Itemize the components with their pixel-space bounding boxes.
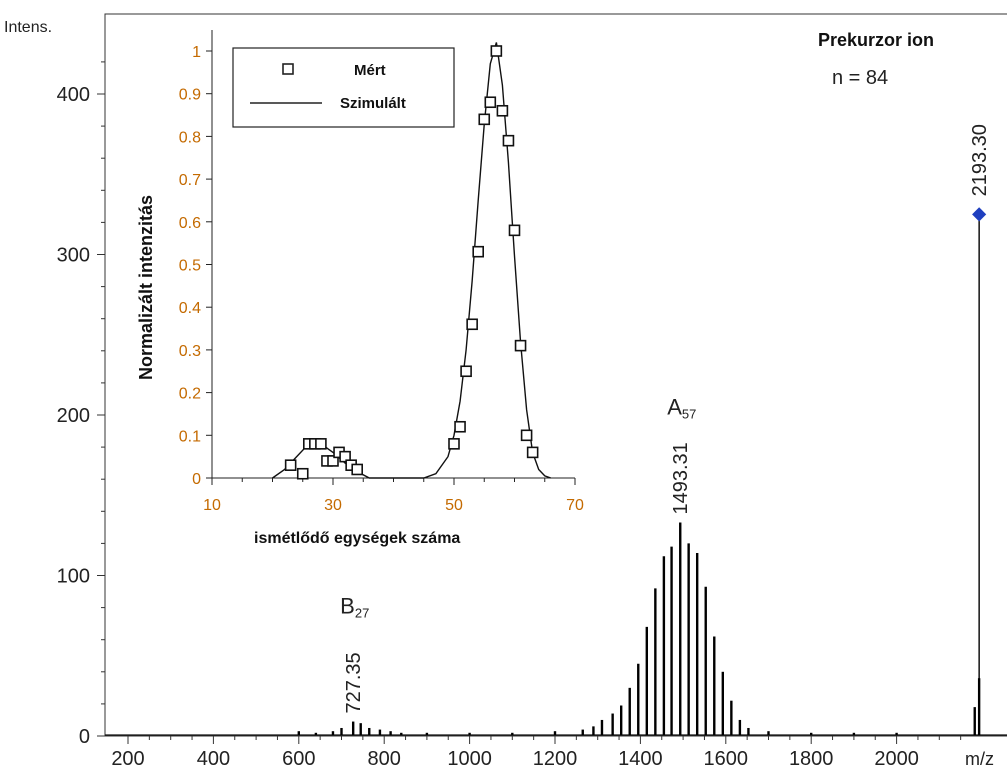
main-y-tick-label: 100 <box>57 566 90 588</box>
main-x-tick-label: 600 <box>282 748 315 770</box>
peak-mz-label: 727.35 <box>343 652 365 713</box>
legend-box <box>232 47 455 128</box>
main-annotations: 727.35 B27 1493.31 A57 <box>340 395 696 714</box>
main-y-ticks: 0 100 200 300 400 <box>57 61 105 748</box>
precursor-title: Prekurzor ion <box>818 30 934 50</box>
main-x-tick-label: 1800 <box>789 748 834 770</box>
inset-chart: 0 0.1 0.2 0.3 0.4 0.5 0.6 0.7 0.8 0.9 1 10 30 50 70 N… <box>136 16 598 596</box>
measured-point <box>514 339 527 352</box>
main-x-tick-label: 800 <box>368 748 401 770</box>
measured-point <box>460 365 472 378</box>
measured-point <box>315 438 327 450</box>
main-plot-frame <box>104 13 1007 737</box>
inset-x-tick-label: 30 <box>324 497 342 514</box>
inset-x-tick-label: 50 <box>445 497 463 514</box>
measured-point <box>520 429 533 442</box>
inset-x-ticks: 10 30 50 70 <box>203 478 584 514</box>
inset-y-tick-label: 0.4 <box>179 300 201 317</box>
legend-entry-simulated: Szimulált <box>340 95 406 112</box>
inset-y-tick-label: 0.7 <box>179 172 201 189</box>
main-x-axis-label: m/z <box>965 749 994 769</box>
ion-series-label: B27 <box>340 594 369 621</box>
measured-point <box>484 96 497 109</box>
measured-point <box>472 245 485 258</box>
main-x-tick-label: 1000 <box>447 748 492 770</box>
legend-entry-measured: Mért <box>354 62 386 79</box>
main-peaks: 2193.30 <box>105 124 1007 736</box>
inset-y-tick-label: 0.2 <box>179 386 201 403</box>
main-x-tick-label: 1600 <box>704 748 749 770</box>
inset-measured-points <box>284 45 539 480</box>
measured-point <box>502 134 515 147</box>
main-x-tick-label: 400 <box>197 748 230 770</box>
inset-y-axis-label: Normalizált intenzitás <box>136 195 156 380</box>
inset-y-ticks: 0 0.1 0.2 0.3 0.4 0.5 0.6 0.7 0.8 0.9 1 <box>179 44 212 488</box>
measured-point <box>296 467 309 480</box>
measured-point <box>466 318 478 331</box>
measured-point <box>448 438 460 450</box>
measured-point <box>284 459 297 471</box>
inset-y-tick-label: 0.1 <box>179 428 201 445</box>
main-y-tick-label: 400 <box>57 84 90 106</box>
measured-point <box>351 463 364 476</box>
measured-point <box>526 446 539 459</box>
main-x-tick-label: 2000 <box>874 748 919 770</box>
inset-y-tick-label: 1 <box>192 44 201 61</box>
measured-point <box>490 45 503 57</box>
measured-point <box>454 420 466 433</box>
inset-y-tick-label: 0.9 <box>179 87 201 104</box>
main-y-tick-label: 0 <box>79 726 90 748</box>
measured-point <box>478 113 491 126</box>
main-y-tick-label: 200 <box>57 405 90 427</box>
inset-legend: Mért Szimulált <box>232 47 455 128</box>
main-x-tick-label: 200 <box>111 748 144 770</box>
inset-x-tick-label: 70 <box>566 497 584 514</box>
main-y-axis-label: Intens. <box>4 19 52 36</box>
main-y-tick-label: 300 <box>57 245 90 267</box>
main-x-ticks: 200 400 600 800 1000 1200 1400 1600 1800 2000 <box>111 736 962 770</box>
inset-y-tick-label: 0.3 <box>179 343 201 360</box>
precursor-mz-label: 2193.30 <box>969 124 991 196</box>
ion-series-label: A57 <box>667 395 696 422</box>
precursor-n-label: n = 84 <box>832 67 888 89</box>
precursor-diamond-marker <box>972 207 987 222</box>
main-chart: Intens. m/z 200 400 600 800 1000 1200 1400 1600… <box>4 13 1007 770</box>
measured-point <box>339 450 351 463</box>
main-x-tick-label: 1200 <box>533 748 578 770</box>
inset-x-tick-label: 10 <box>203 497 221 514</box>
legend-square-marker <box>282 63 294 75</box>
main-x-tick-label: 1400 <box>618 748 663 770</box>
inset-x-axis-label: ismétlődő egységek száma <box>254 530 460 547</box>
inset-y-tick-label: 0 <box>192 471 201 488</box>
inset-y-tick-label: 0.8 <box>179 129 201 146</box>
measured-point <box>496 104 509 117</box>
peak-mz-label: 1493.31 <box>670 442 692 514</box>
measured-point <box>327 455 339 467</box>
inset-y-tick-label: 0.5 <box>179 258 201 275</box>
measured-point <box>508 224 521 237</box>
inset-y-tick-label: 0.6 <box>179 215 201 232</box>
